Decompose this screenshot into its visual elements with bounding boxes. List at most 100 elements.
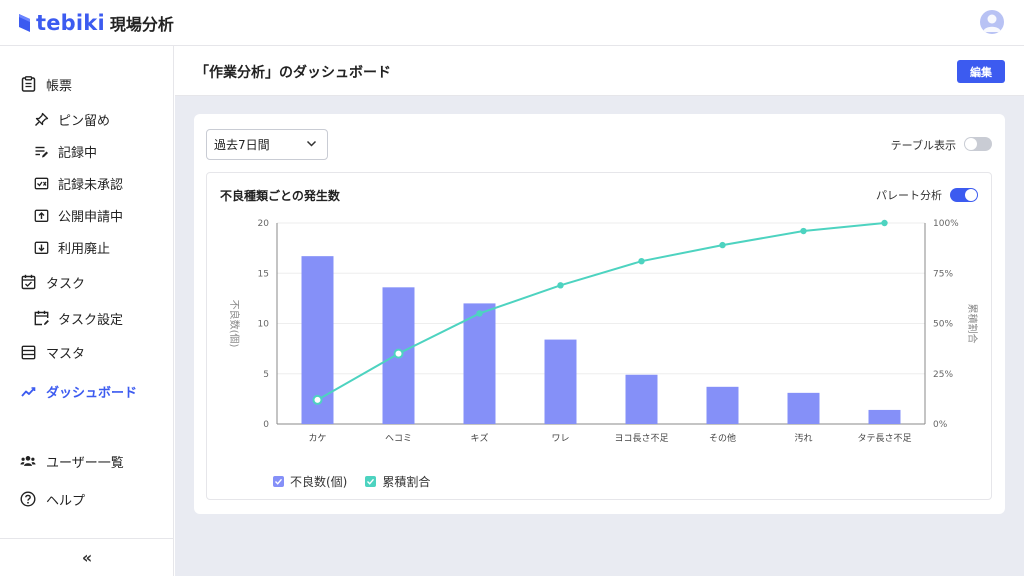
chart-legend: 不良数(個) 累積割合: [273, 473, 448, 490]
checkbox-checked-icon: [273, 476, 284, 487]
x-tick-label: ワレ: [551, 434, 569, 444]
sidebar: 帳票 ピン留め 記録中 記録未承認 公開申請中 利用廃止 タスク: [0, 46, 174, 576]
double-chevron-left-icon: «: [81, 548, 93, 567]
y2-tick-label: 25%: [933, 370, 953, 380]
x-tick-label: タテ長さ不足: [857, 433, 911, 444]
logo[interactable]: tebiki 現場分析: [18, 0, 174, 46]
sidebar-item-label: 記録中: [58, 145, 98, 161]
help-icon: [20, 491, 36, 507]
avatar[interactable]: [980, 10, 1004, 34]
sidebar-item-label: ヘルプ: [46, 493, 86, 509]
toggle-knob: [965, 138, 977, 150]
sidebar-item-label: ダッシュボード: [46, 385, 138, 401]
y2-tick-label: 0%: [933, 420, 948, 430]
table-view-toggle[interactable]: [964, 137, 992, 151]
edit-list-icon: [33, 143, 49, 159]
table-icon: [20, 344, 36, 360]
sidebar-item-publish-request[interactable]: 公開申請中: [0, 202, 174, 228]
sidebar-item-recording[interactable]: 記録中: [0, 138, 174, 164]
bar-4: [544, 339, 577, 424]
y-tick-label: 15: [258, 269, 269, 279]
edit-button[interactable]: 編集: [957, 60, 1005, 83]
sidebar-item-task-settings[interactable]: タスク設定: [0, 305, 174, 331]
y2-tick-label: 50%: [933, 320, 953, 330]
clipboard-icon: [20, 76, 36, 92]
x-tick-label: ヨコ長さ不足: [614, 433, 668, 444]
cumulative-point-2: [393, 348, 404, 359]
pareto-analysis-toggle[interactable]: [950, 188, 978, 202]
sidebar-item-deprecated[interactable]: 利用廃止: [0, 234, 174, 260]
x-tick-label: 汚れ: [794, 432, 812, 444]
x-tick-label: その他: [709, 432, 736, 444]
cumulative-point-6: [719, 241, 726, 249]
sidebar-item-dashboard[interactable]: ダッシュボード: [0, 378, 174, 404]
sidebar-item-users[interactable]: ユーザー一覧: [0, 448, 174, 474]
bar-7: [787, 392, 820, 424]
page-title: 「作業分析」のダッシュボード: [195, 65, 391, 81]
period-select[interactable]: 過去7日間: [206, 129, 328, 160]
unapproved-icon: [33, 175, 49, 191]
dashboard-card: 過去7日間 テーブル表示 不良種類ごとの発生数 パレート分析 0 5 10 15 20 0…: [194, 114, 1005, 514]
period-select-value: 過去7日間: [214, 138, 270, 152]
cumulative-point-4: [557, 282, 564, 289]
sidebar-item-unapproved[interactable]: 記録未承認: [0, 170, 174, 196]
collapse-sidebar-button[interactable]: «: [0, 538, 174, 576]
users-icon: [20, 453, 36, 469]
y2-tick-label: 75%: [933, 269, 953, 279]
logo-subtitle: 現場分析: [109, 14, 174, 34]
sidebar-item-tasks[interactable]: タスク: [0, 269, 174, 295]
sidebar-item-label: 利用廃止: [58, 241, 111, 257]
y2-tick-label: 100%: [933, 219, 959, 229]
cumulative-point-8: [881, 219, 888, 227]
cumulative-point-1: [312, 394, 323, 405]
page-titlebar: 「作業分析」のダッシュボード 編集: [175, 46, 1024, 96]
y-tick-label: 20: [258, 219, 270, 229]
cumulative-point-5: [638, 257, 645, 265]
chart-panel: 不良種類ごとの発生数 パレート分析 0 5 10 15 20 0% 25% 50% 75% 100…: [206, 172, 992, 500]
sidebar-item-label: タスク: [46, 276, 86, 292]
calendar-edit-icon: [33, 310, 49, 326]
legend-label: 累積割合: [382, 475, 431, 489]
legend-label: 不良数(個): [290, 475, 348, 489]
table-view-label: テーブル表示: [890, 139, 956, 152]
download-box-icon: [33, 239, 49, 255]
sidebar-item-label: 帳票: [46, 78, 73, 94]
sidebar-item-label: マスタ: [46, 346, 86, 362]
chart-title: 不良種類ごとの発生数: [220, 189, 340, 203]
x-tick-label: ヘコミ: [385, 434, 412, 444]
upload-box-icon: [33, 207, 49, 223]
sidebar-item-help[interactable]: ヘルプ: [0, 486, 174, 512]
calendar-check-icon: [20, 274, 36, 290]
pareto-analysis-label: パレート分析: [876, 189, 942, 202]
user-avatar-icon: [983, 14, 1001, 32]
cumulative-point-3: [476, 310, 483, 317]
sidebar-item-label: 記録未承認: [58, 177, 124, 193]
trend-icon: [20, 383, 36, 399]
y-axis-label: 不良数(個): [228, 300, 241, 348]
legend-item-defect-count[interactable]: 不良数(個): [273, 473, 347, 490]
toggle-knob: [965, 189, 977, 201]
bar-8: [868, 409, 901, 424]
y-tick-label: 5: [263, 370, 269, 380]
legend-item-cumulative-ratio[interactable]: 累積割合: [365, 473, 430, 490]
bar-5: [625, 374, 658, 424]
y2-axis-label: 累積割合: [966, 304, 979, 344]
cumulative-line: [317, 222, 885, 401]
bar-3: [463, 303, 496, 424]
app-header: tebiki 現場分析: [0, 0, 1024, 46]
sidebar-item-master[interactable]: マスタ: [0, 339, 174, 365]
sidebar-item-pinned[interactable]: ピン留め: [0, 106, 174, 132]
checkbox-checked-icon: [365, 476, 377, 487]
sidebar-item-label: ユーザー一覧: [46, 455, 124, 471]
logo-text: tebiki: [36, 10, 105, 35]
logo-mark-icon: [19, 13, 30, 32]
sidebar-item-label: 公開申請中: [58, 209, 124, 225]
sidebar-item-forms[interactable]: 帳票: [0, 71, 174, 97]
sidebar-item-label: ピン留め: [58, 113, 111, 129]
y-tick-label: 10: [258, 320, 270, 330]
chevron-down-icon: [306, 140, 317, 147]
x-tick-label: カケ: [308, 433, 326, 444]
bar-6: [706, 386, 739, 424]
sidebar-item-label: タスク設定: [58, 312, 124, 328]
